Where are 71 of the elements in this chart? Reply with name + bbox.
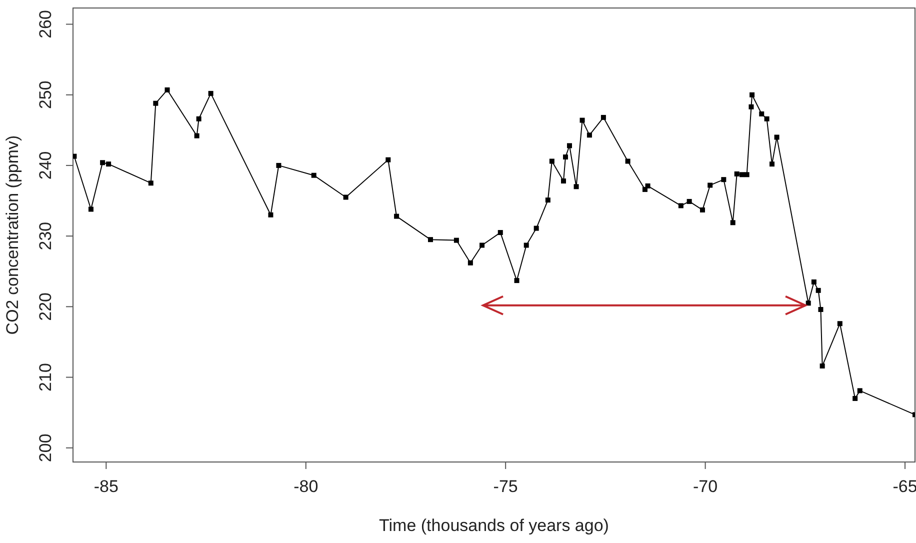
point [106, 162, 112, 167]
x-tick-label: -75 [493, 477, 518, 496]
point [545, 198, 550, 203]
point [770, 162, 775, 167]
point [806, 300, 811, 306]
point [268, 212, 274, 218]
point [678, 203, 684, 208]
point [816, 288, 821, 293]
point [857, 388, 862, 394]
point [524, 242, 529, 248]
point [549, 158, 554, 164]
point [498, 230, 503, 236]
point [586, 132, 592, 138]
point [100, 160, 106, 166]
point [514, 278, 520, 284]
x-tick-label: -70 [693, 477, 718, 496]
x-tick-label: -85 [94, 477, 118, 496]
point [580, 118, 585, 123]
point [194, 133, 200, 138]
point [153, 100, 158, 106]
point [88, 206, 94, 212]
point [600, 114, 606, 120]
y-tick-label: 200 [36, 434, 55, 462]
point [534, 226, 539, 231]
point [837, 321, 842, 326]
point [734, 171, 740, 176]
point [774, 134, 780, 140]
point [645, 183, 650, 188]
point [428, 237, 433, 242]
point [852, 396, 858, 401]
point [561, 178, 566, 184]
y-tick-label: 240 [36, 151, 55, 180]
point [820, 363, 825, 368]
point [721, 177, 726, 182]
x-axis-title: Time (thousands of years ago) [379, 516, 609, 535]
point [708, 182, 713, 188]
point [208, 90, 214, 96]
point [764, 116, 770, 122]
point [748, 104, 754, 110]
point [574, 184, 579, 190]
y-tick-label: 210 [36, 363, 55, 392]
point [818, 306, 824, 312]
point [386, 157, 391, 162]
point [164, 87, 170, 92]
y-tick-label: 230 [36, 222, 55, 250]
point [750, 92, 755, 98]
point [73, 154, 77, 159]
point [744, 172, 750, 178]
point [311, 172, 316, 178]
x-tick-label: -80 [294, 477, 318, 496]
point [454, 238, 459, 243]
point [740, 172, 745, 178]
point [468, 260, 473, 266]
point [394, 214, 400, 219]
point [276, 162, 282, 168]
point [480, 242, 485, 248]
y-tick-label: 220 [36, 292, 55, 321]
y-tick-label: 250 [36, 80, 55, 110]
point [759, 111, 764, 116]
y-axis-title: CO2 concentration (ppmv) [3, 135, 22, 335]
point [148, 180, 154, 186]
point [686, 198, 692, 204]
point [625, 158, 630, 164]
y-tick-label: 260 [36, 10, 55, 38]
point [343, 194, 348, 200]
point [730, 220, 736, 226]
point [811, 279, 816, 284]
point [196, 116, 202, 122]
point [563, 154, 568, 160]
point [700, 207, 706, 212]
point [566, 143, 572, 148]
